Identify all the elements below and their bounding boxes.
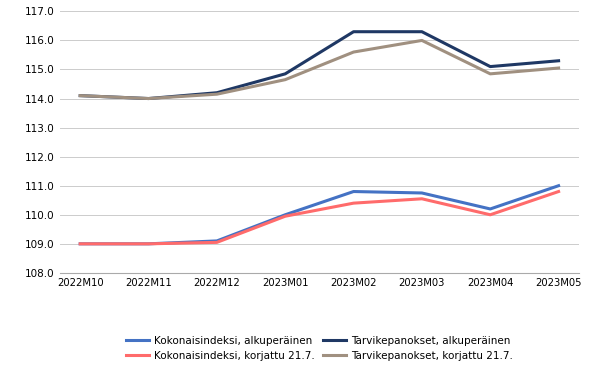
Kokonaisindeksi, korjattu 21.7. — [213, 240, 220, 245]
Kokonaisindeksi, korjattu 21.7. — [76, 241, 84, 246]
Tarvikepanokset, korjattu 21.7. — [555, 66, 562, 70]
Kokonaisindeksi, alkuperäinen — [350, 189, 357, 194]
Tarvikepanokset, alkuperäinen — [555, 58, 562, 63]
Kokonaisindeksi, korjattu 21.7. — [555, 189, 562, 194]
Tarvikepanokset, alkuperäinen — [487, 64, 494, 69]
Kokonaisindeksi, alkuperäinen — [145, 241, 152, 246]
Line: Tarvikepanokset, korjattu 21.7.: Tarvikepanokset, korjattu 21.7. — [80, 41, 559, 99]
Tarvikepanokset, korjattu 21.7. — [213, 92, 220, 97]
Kokonaisindeksi, korjattu 21.7. — [418, 197, 426, 201]
Tarvikepanokset, alkuperäinen — [350, 30, 357, 34]
Kokonaisindeksi, alkuperäinen — [213, 239, 220, 243]
Tarvikepanokset, alkuperäinen — [282, 72, 289, 76]
Line: Tarvikepanokset, alkuperäinen: Tarvikepanokset, alkuperäinen — [80, 32, 559, 99]
Tarvikepanokset, alkuperäinen — [76, 93, 84, 98]
Kokonaisindeksi, alkuperäinen — [418, 191, 426, 195]
Kokonaisindeksi, korjattu 21.7. — [487, 213, 494, 217]
Kokonaisindeksi, korjattu 21.7. — [282, 214, 289, 219]
Tarvikepanokset, alkuperäinen — [145, 96, 152, 101]
Tarvikepanokset, korjattu 21.7. — [418, 38, 426, 43]
Kokonaisindeksi, alkuperäinen — [555, 183, 562, 188]
Tarvikepanokset, korjattu 21.7. — [487, 72, 494, 76]
Kokonaisindeksi, alkuperäinen — [282, 213, 289, 217]
Tarvikepanokset, alkuperäinen — [418, 30, 426, 34]
Tarvikepanokset, alkuperäinen — [213, 91, 220, 95]
Line: Kokonaisindeksi, alkuperäinen: Kokonaisindeksi, alkuperäinen — [80, 186, 559, 244]
Kokonaisindeksi, korjattu 21.7. — [145, 241, 152, 246]
Legend: Kokonaisindeksi, alkuperäinen, Kokonaisindeksi, korjattu 21.7., Tarvikepanokset,: Kokonaisindeksi, alkuperäinen, Kokonaisi… — [126, 336, 513, 361]
Tarvikepanokset, korjattu 21.7. — [76, 93, 84, 98]
Tarvikepanokset, korjattu 21.7. — [145, 96, 152, 101]
Kokonaisindeksi, alkuperäinen — [76, 241, 84, 246]
Kokonaisindeksi, korjattu 21.7. — [350, 201, 357, 205]
Kokonaisindeksi, alkuperäinen — [487, 207, 494, 211]
Tarvikepanokset, korjattu 21.7. — [350, 50, 357, 54]
Tarvikepanokset, korjattu 21.7. — [282, 77, 289, 82]
Line: Kokonaisindeksi, korjattu 21.7.: Kokonaisindeksi, korjattu 21.7. — [80, 191, 559, 244]
